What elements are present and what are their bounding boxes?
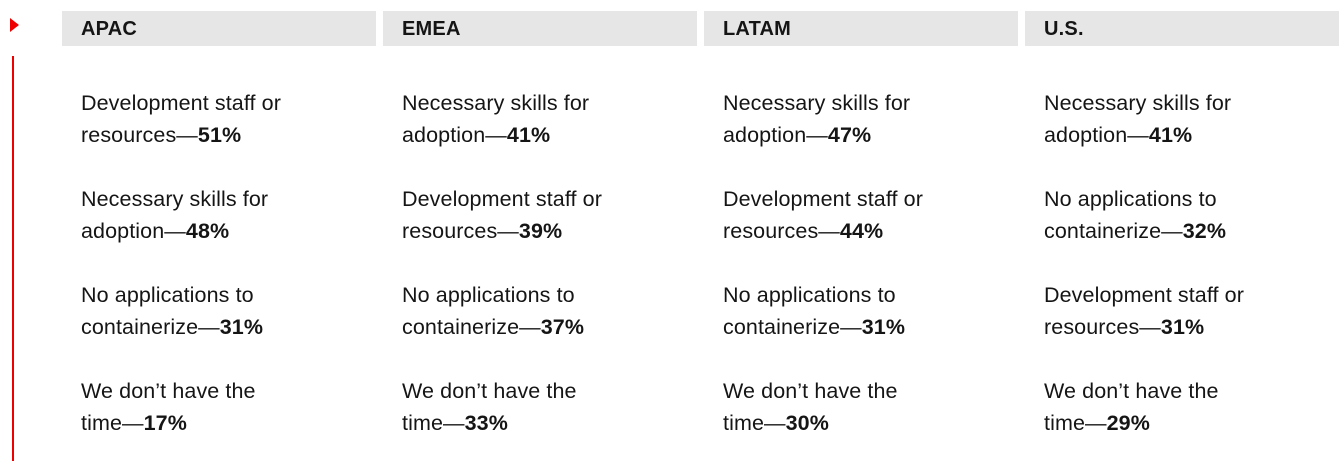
region-column-apac: APAC Development staff or resources—51% … [62, 11, 376, 471]
list-item: No applications to containerize—31% [81, 279, 376, 343]
item-line-1: No applications to [81, 283, 254, 307]
item-line-2: adoption— [723, 123, 828, 147]
item-line-1: We don’t have the [81, 379, 256, 403]
list-item: No applications to containerize—32% [1044, 183, 1339, 247]
list-item: We don’t have the time—29% [1044, 375, 1339, 439]
item-percent: 33% [464, 411, 508, 435]
item-line-2: time— [1044, 411, 1107, 435]
column-header: EMEA [383, 11, 697, 46]
item-percent: 51% [197, 123, 242, 147]
item-percent: 48% [185, 219, 230, 243]
list-item: Development staff or resources—44% [723, 183, 1018, 247]
item-line-1: Necessary skills for [723, 91, 911, 115]
item-line-1: We don’t have the [1044, 379, 1219, 403]
item-percent: 41% [506, 123, 551, 147]
item-line-2: adoption— [402, 123, 507, 147]
item-line-1: We don’t have the [402, 379, 577, 403]
item-percent: 31% [219, 315, 264, 339]
item-line-2: containerize— [81, 315, 220, 339]
item-line-2: time— [81, 411, 144, 435]
item-list: Necessary skills for adoption—41% Develo… [383, 87, 697, 439]
item-line-2: containerize— [723, 315, 862, 339]
item-line-1: Necessary skills for [402, 91, 590, 115]
list-item: Development staff or resources—39% [402, 183, 697, 247]
item-line-1: Necessary skills for [81, 187, 269, 211]
region-column-emea: EMEA Necessary skills for adoption—41% D… [383, 11, 697, 471]
list-item: We don’t have the time—17% [81, 375, 376, 439]
triangle-right-icon [10, 18, 19, 32]
column-header: U.S. [1025, 11, 1339, 46]
item-line-2: resources— [1044, 315, 1161, 339]
item-line-1: No applications to [402, 283, 575, 307]
list-item: Necessary skills for adoption—48% [81, 183, 376, 247]
list-item: Development staff or resources—51% [81, 87, 376, 151]
item-line-2: adoption— [81, 219, 186, 243]
column-header: LATAM [704, 11, 1018, 46]
column-header: APAC [62, 11, 376, 46]
item-list: Necessary skills for adoption—41% No app… [1025, 87, 1339, 439]
list-item: We don’t have the time—33% [402, 375, 697, 439]
region-column-latam: LATAM Necessary skills for adoption—47% … [704, 11, 1018, 471]
item-line-2: resources— [81, 123, 198, 147]
item-line-1: We don’t have the [723, 379, 898, 403]
item-percent: 31% [1160, 315, 1205, 339]
region-column-us: U.S. Necessary skills for adoption—41% N… [1025, 11, 1339, 471]
item-percent: 31% [861, 315, 906, 339]
list-item: No applications to containerize—31% [723, 279, 1018, 343]
list-item: Development staff or resources—31% [1044, 279, 1339, 343]
item-line-1: Development staff or [402, 187, 602, 211]
item-line-1: Development staff or [723, 187, 923, 211]
item-percent: 47% [827, 123, 872, 147]
item-percent: 37% [540, 315, 585, 339]
item-percent: 39% [518, 219, 563, 243]
list-item: We don’t have the time—30% [723, 375, 1018, 439]
item-line-2: containerize— [1044, 219, 1183, 243]
item-line-2: resources— [402, 219, 519, 243]
item-line-2: time— [402, 411, 465, 435]
item-percent: 44% [839, 219, 884, 243]
list-item: Necessary skills for adoption—47% [723, 87, 1018, 151]
accent-rule [12, 56, 14, 461]
item-percent: 41% [1148, 123, 1193, 147]
item-list: Development staff or resources—51% Neces… [62, 87, 376, 439]
item-line-2: containerize— [402, 315, 541, 339]
item-line-1: Development staff or [81, 91, 281, 115]
list-item: No applications to containerize—37% [402, 279, 697, 343]
item-list: Necessary skills for adoption—47% Develo… [704, 87, 1018, 439]
list-item: Necessary skills for adoption—41% [1044, 87, 1339, 151]
item-percent: 29% [1106, 411, 1150, 435]
list-item: Necessary skills for adoption—41% [402, 87, 697, 151]
item-line-2: resources— [723, 219, 840, 243]
item-percent: 17% [143, 411, 187, 435]
item-line-1: Necessary skills for [1044, 91, 1232, 115]
item-line-1: No applications to [723, 283, 896, 307]
item-line-1: Development staff or [1044, 283, 1244, 307]
item-line-2: adoption— [1044, 123, 1149, 147]
item-line-2: time— [723, 411, 786, 435]
item-percent: 32% [1182, 219, 1227, 243]
item-line-1: No applications to [1044, 187, 1217, 211]
item-percent: 30% [785, 411, 829, 435]
